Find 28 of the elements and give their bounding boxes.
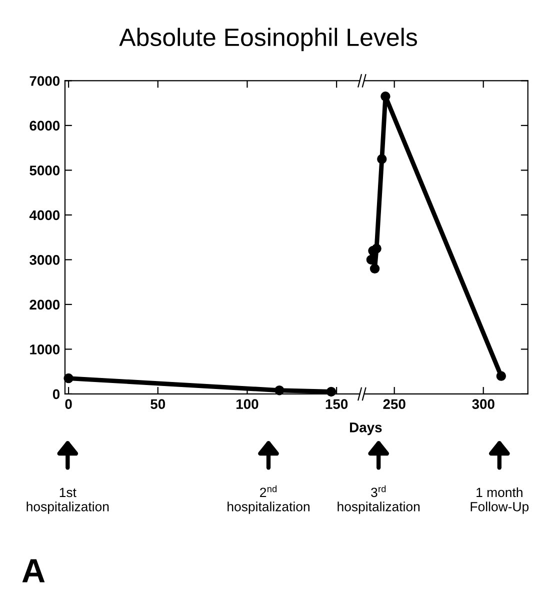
text: 2$^{nd}$ hospitalization — [228, 485, 310, 514]
x-axis-title: Days — [350, 422, 382, 436]
x-tick-label: 250 — [383, 399, 406, 410]
text: A — [22, 559, 45, 582]
point — [377, 154, 387, 164]
chart-title: Absolute Eosinophil Levels — [119, 28, 418, 52]
x-tick-label: 50 — [150, 399, 166, 410]
y-tick-label: 5000 — [30, 166, 60, 176]
text: 1 month Follow-Up — [470, 487, 529, 514]
point — [380, 92, 390, 102]
text: 3$^{rd}$ hospitalization — [338, 485, 420, 514]
x-tick-label: 150 — [326, 399, 348, 410]
point — [64, 373, 74, 384]
y-tick-label: 1000 — [30, 344, 60, 354]
x-tick-label: 300 — [472, 399, 494, 410]
y-tick-label: 3000 — [30, 255, 60, 265]
text: 1st hospitalization — [26, 488, 109, 514]
x-tick-label: 100 — [236, 399, 258, 410]
y-tick-label: 4000 — [29, 210, 60, 220]
point — [372, 244, 382, 254]
point — [274, 386, 284, 396]
point — [496, 371, 506, 381]
y-tick-label: 7000 — [30, 76, 60, 86]
y-tick-label: 0 — [52, 389, 60, 400]
point — [370, 264, 380, 274]
y-tick-label: 6000 — [30, 120, 60, 131]
x-tick-label: 0 — [65, 399, 72, 410]
y-tick-label: 2000 — [30, 300, 60, 310]
